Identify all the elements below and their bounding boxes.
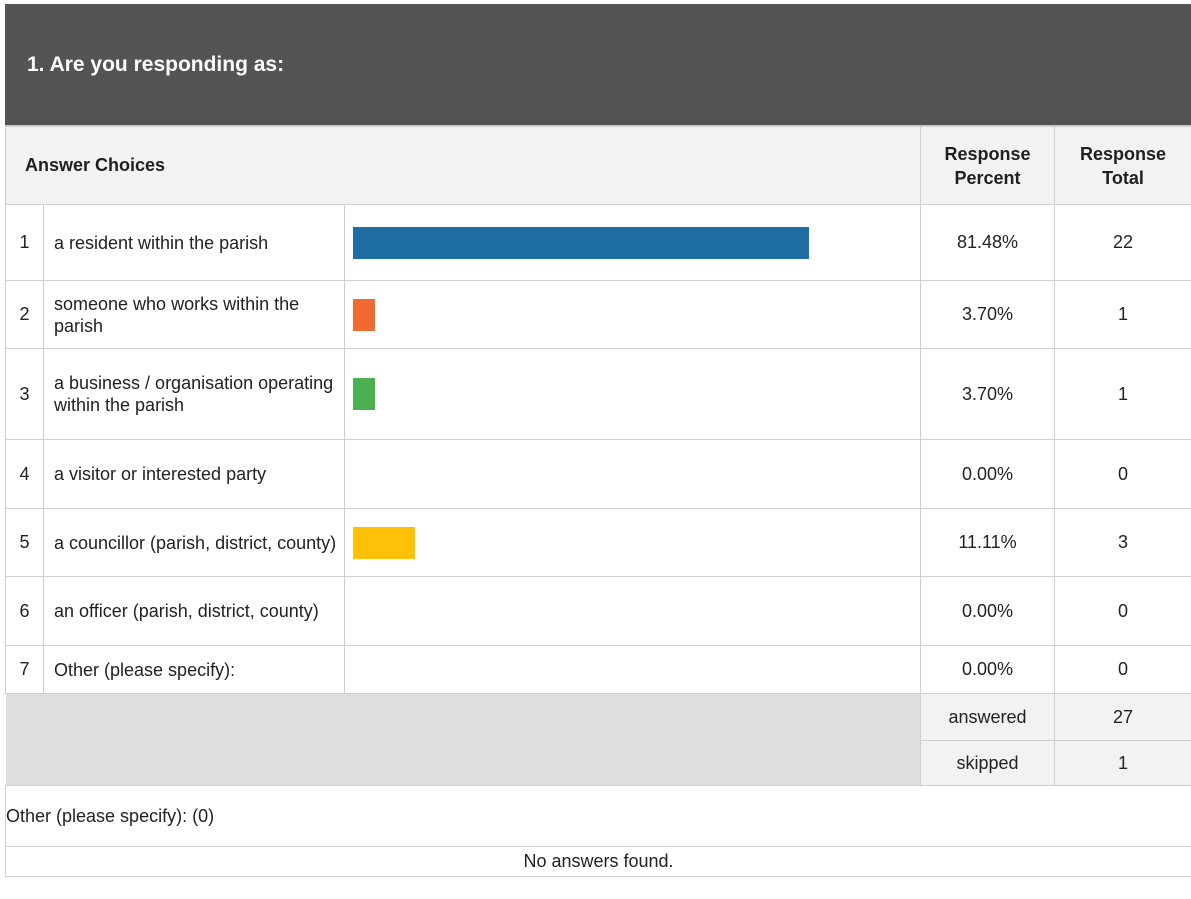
bar-cell (343, 280, 922, 349)
response-percent: 0.00% (920, 645, 1056, 694)
row-number: 4 (5, 439, 44, 509)
other-responses-heading: Other (please specify): (0) (4, 785, 1191, 847)
skipped-value: 1 (1054, 740, 1191, 786)
response-bar (353, 226, 809, 259)
response-percent: 0.00% (920, 439, 1056, 509)
response-percent: 3.70% (920, 280, 1056, 349)
answer-choice-label: a business / organisation operating with… (43, 348, 345, 440)
bar-cell (343, 204, 922, 281)
response-total: 3 (1054, 508, 1191, 577)
row-number: 6 (5, 576, 44, 646)
skipped-label: skipped (920, 740, 1056, 786)
answer-choice-label: a visitor or interested party (43, 439, 345, 509)
row-number: 3 (5, 348, 44, 440)
answer-row: 2 someone who works within the parish 3.70… (5, 280, 1191, 349)
response-total: 1 (1054, 280, 1191, 349)
response-total: 22 (1054, 204, 1191, 281)
answer-choice-label: an officer (parish, district, county) (43, 576, 345, 646)
bar-cell (343, 348, 922, 440)
question-title: 1. Are you responding as: (27, 53, 285, 76)
answered-label: answered (920, 693, 1056, 741)
row-number: 5 (5, 508, 44, 577)
response-percent: 81.48% (920, 204, 1056, 281)
response-bar (353, 378, 375, 410)
answer-choices-header: Answer Choices (4, 126, 922, 205)
no-answers-message: No answers found. (4, 846, 1191, 877)
response-total: 0 (1054, 576, 1191, 646)
survey-question-panel: 1. Are you responding as: Answer Choices… (4, 4, 1191, 899)
bar-cell (343, 645, 922, 694)
answered-value: 27 (1054, 693, 1191, 741)
table-header-row: Answer Choices Response Percent Response… (4, 126, 1191, 205)
bar-cell (343, 439, 922, 509)
row-number: 7 (5, 645, 44, 694)
answered-row: answered 27 (5, 693, 1191, 786)
results-table: Answer Choices Response Percent Response… (4, 126, 1191, 877)
response-percent: 0.00% (920, 576, 1056, 646)
response-total: 1 (1054, 348, 1191, 440)
row-number: 2 (5, 280, 44, 349)
bar-cell (343, 576, 922, 646)
answer-choice-label: Other (please specify): (43, 645, 345, 694)
response-total-header: Response Total (1054, 126, 1191, 205)
answer-row: 6 an officer (parish, district, county) 0.… (5, 576, 1191, 646)
no-answers-row: No answers found. (4, 846, 1191, 877)
question-header: 1. Are you responding as: (5, 4, 1191, 126)
response-bar (353, 298, 375, 331)
response-percent-header: Response Percent (920, 126, 1056, 205)
response-bar (353, 526, 415, 559)
answer-choice-label: a councillor (parish, district, county) (43, 508, 345, 577)
response-percent: 3.70% (920, 348, 1056, 440)
bar-cell (343, 508, 922, 577)
answer-choice-label: a resident within the parish (43, 204, 345, 281)
response-total: 0 (1054, 645, 1191, 694)
row-number: 1 (5, 204, 44, 281)
other-responses-row: Other (please specify): (0) (4, 785, 1191, 847)
response-total: 0 (1054, 439, 1191, 509)
answer-row: 7 Other (please specify): 0.00% 0 (5, 645, 1191, 694)
response-percent: 11.11% (920, 508, 1056, 577)
answer-choice-label: someone who works within the parish (43, 280, 345, 349)
summary-spacer (5, 693, 921, 786)
